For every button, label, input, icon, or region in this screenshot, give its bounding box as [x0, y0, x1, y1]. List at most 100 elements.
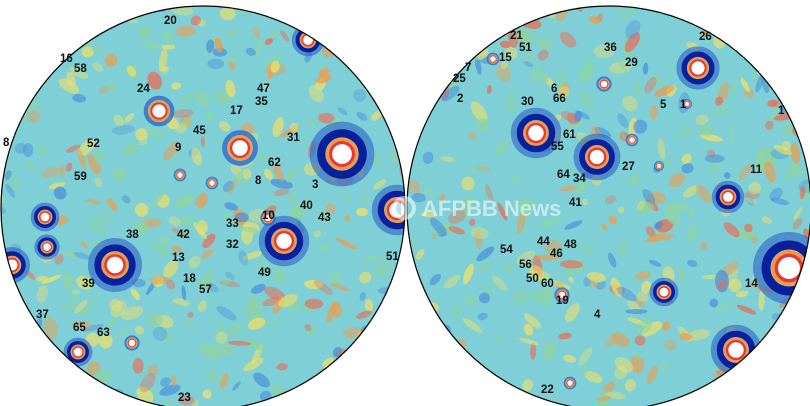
basin-label: 39	[82, 278, 95, 290]
anomaly-blob	[27, 110, 41, 124]
anomaly-blob	[759, 14, 777, 23]
basin-dark-ring	[761, 240, 810, 296]
anomaly-blob	[337, 107, 348, 116]
anomaly-blob	[637, 201, 655, 215]
anomaly-blob	[121, 305, 144, 321]
basin-label: 27	[622, 161, 635, 173]
anomaly-blob	[494, 7, 513, 18]
basin-ring	[34, 234, 60, 260]
anomaly-blob	[522, 379, 533, 392]
anomaly-blob	[604, 334, 618, 348]
basin-ring	[711, 180, 745, 214]
anomaly-blob	[228, 61, 236, 71]
afpbb-watermark: AFPBB News	[392, 196, 561, 221]
anomaly-blob	[217, 321, 225, 334]
anomaly-blob	[206, 282, 219, 293]
anomaly-blob	[66, 144, 81, 153]
anomaly-blob	[36, 145, 48, 156]
anomaly-blob	[351, 365, 371, 373]
anomaly-blob	[636, 291, 649, 302]
anomaly-blob	[59, 163, 66, 179]
anomaly-blob	[470, 101, 488, 122]
anomaly-blob	[175, 26, 196, 37]
anomaly-blob	[714, 303, 735, 312]
anomaly-blob	[132, 358, 144, 374]
anomaly-blob	[193, 221, 207, 240]
anomaly-blob	[30, 355, 44, 369]
anomaly-blob	[123, 143, 138, 156]
anomaly-blob	[432, 232, 437, 240]
anomaly-blob	[149, 243, 170, 254]
anomaly-blob	[359, 271, 372, 284]
basin-label: 1	[778, 105, 785, 117]
basin-dark-ring	[681, 51, 715, 85]
basin-ring	[681, 98, 693, 110]
basin-ring	[625, 133, 639, 147]
anomaly-blob	[497, 202, 508, 221]
anomaly-blob	[535, 254, 560, 261]
basin-core	[128, 339, 136, 347]
anomaly-blob	[505, 264, 513, 273]
basin-ring	[649, 277, 679, 307]
basin-core	[659, 287, 669, 297]
basin-core	[209, 180, 215, 186]
anomaly-blob	[424, 335, 440, 356]
basin-core	[232, 140, 248, 156]
basin-dark-ring	[596, 76, 612, 92]
anomaly-blob	[53, 6, 68, 15]
anomaly-blob	[163, 260, 179, 278]
anomaly-blob	[272, 266, 285, 285]
basin-ring	[63, 337, 93, 367]
anomaly-blob	[620, 130, 628, 147]
anomaly-blob	[219, 373, 229, 389]
anomaly-blob	[350, 48, 363, 60]
anomaly-blob	[205, 369, 224, 384]
basin-ring	[563, 376, 577, 390]
anomaly-blob	[476, 118, 489, 132]
anomaly-blob	[22, 143, 34, 157]
anomaly-blob	[83, 298, 96, 316]
anomaly-blob	[653, 85, 675, 97]
anomaly-blob	[679, 332, 693, 341]
anomaly-blob	[313, 280, 334, 295]
anomaly-blob	[537, 49, 549, 61]
anomaly-blob	[273, 188, 290, 197]
basin-outer-ring	[63, 337, 93, 367]
anomaly-blob	[1, 8, 13, 25]
anomaly-blob	[304, 120, 317, 127]
anomaly-blob	[704, 154, 725, 163]
basin-core	[600, 80, 608, 88]
anomaly-blob	[687, 225, 698, 243]
anomaly-blob	[544, 340, 556, 361]
anomaly-blob	[66, 71, 76, 87]
anomaly-blob	[335, 238, 358, 250]
anomaly-blob	[440, 156, 456, 163]
anomaly-blob	[502, 387, 512, 406]
anomaly-blob	[565, 303, 580, 323]
anomaly-blob	[496, 140, 507, 155]
anomaly-blob	[240, 226, 259, 233]
basin-label: 25	[453, 73, 466, 85]
anomaly-blob	[24, 40, 31, 47]
anomaly-blob	[492, 275, 507, 291]
anomaly-blob	[402, 11, 405, 19]
basin-core	[723, 192, 733, 202]
anomaly-blob	[8, 172, 20, 190]
anomaly-blob	[421, 347, 432, 368]
anomaly-blob	[29, 12, 36, 25]
basin-label: 62	[268, 157, 281, 169]
anomaly-blob	[677, 265, 687, 283]
anomaly-blob	[147, 364, 159, 376]
anomaly-blob	[4, 170, 12, 181]
anomaly-blob	[648, 259, 662, 267]
anomaly-blob	[538, 71, 549, 84]
basin-core	[264, 214, 272, 222]
basin-dark-ring	[33, 206, 56, 229]
anomaly-blob	[342, 194, 351, 201]
basin-ring	[205, 176, 219, 190]
anomaly-blob	[382, 107, 394, 115]
anomaly-blob	[289, 122, 299, 132]
anomaly-blob	[468, 131, 478, 141]
anomaly-blob	[27, 336, 36, 348]
anomaly-blob	[74, 299, 88, 314]
